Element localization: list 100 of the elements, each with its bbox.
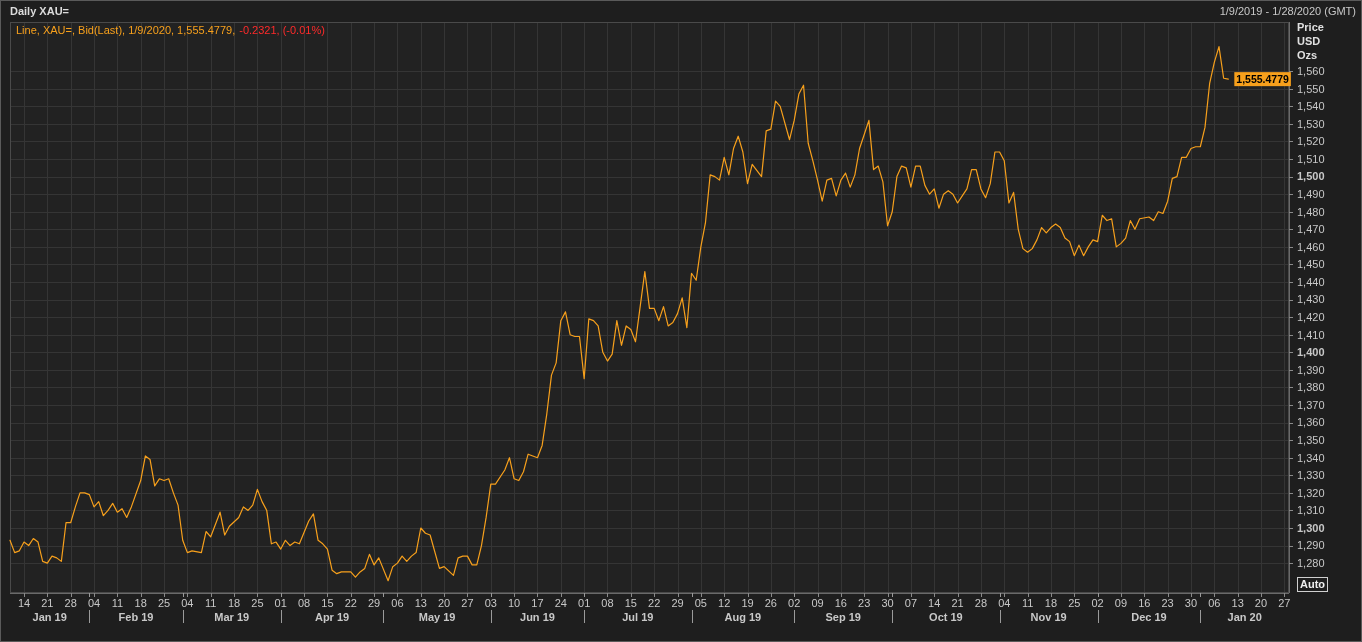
- x-tick-label: 01: [274, 597, 287, 609]
- x-tick-label: 13: [1231, 597, 1244, 609]
- x-tick-label: 26: [764, 597, 777, 609]
- y-tick-label: 1,460: [1297, 240, 1325, 253]
- y-tick-label: 1,280: [1297, 556, 1325, 569]
- y-tick-label: 1,470: [1297, 223, 1325, 236]
- y-tick-label: 1,490: [1297, 188, 1325, 201]
- y-tick-label: 1,510: [1297, 152, 1325, 165]
- y-tick-label: 1,350: [1297, 434, 1325, 446]
- x-tick-label: 18: [1044, 597, 1058, 609]
- x-tick-label: 24: [554, 597, 567, 609]
- y-tick-label: 1,480: [1297, 205, 1325, 218]
- x-tick-label: 06: [391, 597, 404, 609]
- x2-tick-label: Jan 20: [1227, 611, 1262, 623]
- text: Line, XAU=, Bid(Last), 1/9/2020, 1,555.4779,: [16, 24, 236, 36]
- x2-tick-label: Jul 19: [622, 611, 654, 623]
- x2-tick-label: Dec 19: [1131, 611, 1167, 623]
- x-tick-label: 23: [858, 597, 871, 609]
- y-axis-title: Price USD Ozs: [1297, 21, 1324, 61]
- x-tick-label: 09: [1114, 597, 1128, 609]
- x-tick-label: 01: [578, 597, 591, 609]
- y-tick-label: 1,380: [1297, 381, 1325, 394]
- chart-subtitle: 1/9/2019 - 1/28/2020 (GMT): [1219, 5, 1356, 17]
- x-tick-label: 21: [41, 597, 54, 609]
- x-tick-label: 04: [87, 597, 101, 609]
- x2-tick-label: May 19: [418, 611, 456, 623]
- price-tag: 1,555.4779: [1234, 72, 1291, 87]
- x-tick-label: 10: [508, 597, 521, 609]
- x-tick-label: 22: [648, 597, 661, 609]
- x-tick-label: 29: [367, 597, 381, 609]
- x-tick-label: 17: [531, 597, 544, 609]
- x-tick-label: 02: [1091, 597, 1104, 609]
- y-tick-label: 1,430: [1297, 293, 1325, 306]
- y-tick-label: 1,560: [1297, 65, 1325, 78]
- y-tick-label: 1,520: [1297, 135, 1325, 148]
- x2-tick-label: Aug 19: [724, 611, 762, 623]
- y-tick-label: 1,370: [1297, 398, 1325, 411]
- y-tick-label: 1,340: [1297, 451, 1325, 464]
- x-tick-label: 13: [414, 597, 427, 609]
- x2-tick-label: Nov 19: [1030, 611, 1067, 623]
- x-tick-label: 29: [671, 597, 684, 609]
- y-tick-label: 1,400: [1297, 346, 1325, 359]
- y-tick-label: 1,300: [1297, 521, 1325, 534]
- x-tick-label: 05: [694, 597, 707, 609]
- y-tick-label: 1,540: [1297, 100, 1325, 113]
- x2-tick-label: Feb 19: [118, 611, 154, 623]
- x2-tick-label: Mar 19: [214, 611, 250, 623]
- x-tick-label: 25: [157, 597, 171, 609]
- x-tick-label: 25: [1068, 597, 1081, 609]
- x-tick-label: 18: [227, 597, 241, 609]
- y-tick-label: 1,390: [1297, 363, 1325, 376]
- x-tick-label: 12: [718, 597, 731, 609]
- y-tick-label: 1,550: [1297, 82, 1325, 95]
- x2-tick-label: Sep 19: [825, 611, 861, 623]
- y-tick-label: 1,530: [1297, 117, 1325, 130]
- x-tick-label: 06: [1208, 597, 1221, 609]
- x-tick-label: 14: [17, 597, 31, 609]
- x-tick-label: 30: [1184, 597, 1198, 609]
- x2-tick-label: Oct 19: [929, 611, 963, 623]
- x-tick-label: 04: [181, 597, 194, 609]
- x2-tick-label: Jun 19: [520, 611, 555, 623]
- x-tick-label: 16: [834, 597, 848, 609]
- x2-tick-label: Jan 19: [32, 611, 67, 623]
- annotation: -0.2321, (-0.01%): [239, 24, 325, 36]
- x-tick-label: 23: [1161, 597, 1174, 609]
- y-tick-label: 1,310: [1297, 504, 1325, 517]
- x2-tick-label: Apr 19: [314, 611, 350, 623]
- x-tick-label: 11: [111, 597, 124, 609]
- x-tick-label: 25: [251, 597, 264, 609]
- y-tick-label: 1,450: [1297, 258, 1325, 271]
- x-tick-label: 28: [974, 597, 988, 609]
- x-tick-label: 28: [64, 597, 77, 609]
- x-tick-label: 19: [741, 597, 754, 609]
- x-tick-label: 22: [344, 597, 357, 609]
- y-tick-label: 1,290: [1297, 539, 1325, 552]
- x-tick-label: 30: [881, 597, 894, 609]
- x-tick-label: 07: [904, 597, 918, 609]
- y-tick-label: 1,330: [1297, 469, 1325, 482]
- x-tick-label: 08: [601, 597, 614, 609]
- chart-title: Daily XAU=: [10, 5, 69, 17]
- x-tick-label: 27: [461, 597, 474, 609]
- x-tick-label: 16: [1138, 597, 1151, 609]
- y-tick-label: 1,420: [1297, 311, 1325, 324]
- y-tick-label: 1,410: [1297, 328, 1325, 341]
- x-tick-label: 02: [788, 597, 801, 609]
- x-tick-label: 11: [205, 597, 217, 609]
- x-tick-label: 18: [134, 597, 147, 609]
- x-tick-label: 08: [297, 597, 311, 609]
- y-tick-label: 1,320: [1297, 486, 1325, 499]
- y-tick-label: 1,500: [1297, 170, 1325, 183]
- x-tick-label: 15: [624, 597, 637, 609]
- x-tick-label: 20: [1254, 597, 1268, 609]
- x-tick-label: 21: [951, 597, 964, 609]
- x-tick-label: 15: [321, 597, 334, 609]
- x-tick-label: 03: [484, 597, 497, 609]
- y-tick-label: 1,360: [1297, 416, 1325, 429]
- x-tick-label: 14: [928, 597, 941, 609]
- x-tick-label: 09: [811, 597, 824, 609]
- x-tick-label: 11: [1021, 597, 1034, 609]
- x-tick-label: 20: [437, 597, 451, 609]
